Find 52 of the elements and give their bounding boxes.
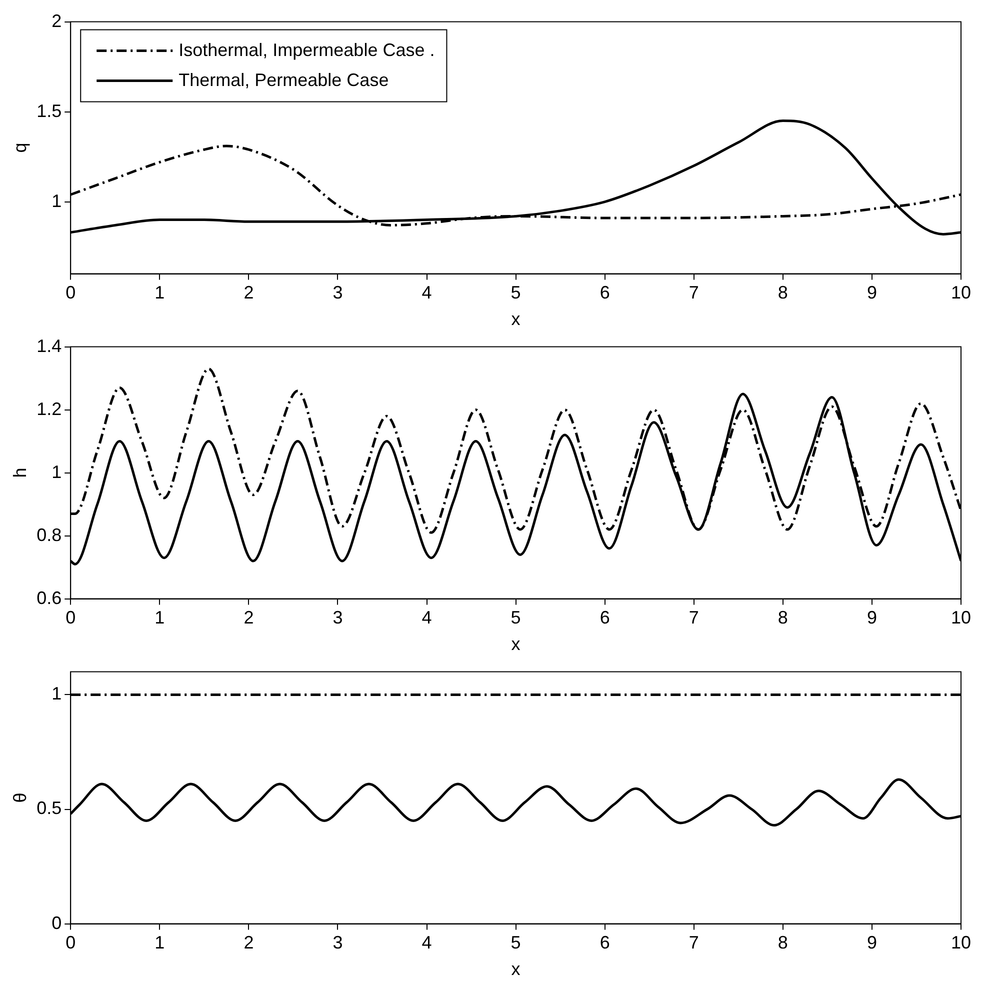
legend-label: Thermal, Permeable Case [178,70,389,90]
y-axis-title: h [10,468,30,478]
x-tick-label: 10 [950,932,972,953]
x-tick-label: 5 [510,608,521,628]
y-tick-label: 1.2 [36,398,62,419]
x-tick-label: 8 [778,932,788,953]
x-tick-label: 10 [950,608,972,628]
y-tick-label: 1 [52,684,62,704]
x-tick-label: 6 [600,932,610,953]
y-tick-label: 1.5 [36,100,62,121]
x-axis-title: x [511,634,520,654]
x-tick-label: 5 [510,932,521,953]
y-tick-label: 0 [52,912,62,933]
x-tick-label: 7 [688,932,699,953]
x-tick-label: 6 [600,608,610,628]
x-tick-label: 3 [332,282,343,303]
x-tick-label: 6 [600,282,610,303]
x-tick-label: 8 [778,282,788,303]
y-axis-title: q [10,142,30,153]
x-tick-label: 9 [866,608,877,628]
x-tick-label: 0 [66,282,76,303]
x-tick-label: 3 [332,608,343,628]
x-tick-label: 1 [154,282,165,303]
x-tick-label: 1 [154,608,165,628]
x-axis-title: x [511,309,520,330]
y-tick-label: 0.5 [36,798,62,818]
y-tick-label: 2 [52,10,62,31]
x-tick-label: 3 [332,932,343,953]
y-tick-label: 0.8 [36,524,62,545]
x-tick-label: 1 [154,932,165,953]
x-tick-label: 7 [688,608,699,628]
x-tick-label: 2 [244,932,254,953]
y-tick-label: 1.4 [36,336,62,356]
y-axis-title: θ [10,792,30,803]
x-tick-label: 7 [688,282,699,303]
x-tick-label: 2 [244,282,254,303]
x-tick-label: 5 [510,282,521,303]
x-tick-label: 9 [866,282,877,303]
x-tick-label: 0 [66,608,76,628]
y-tick-label: 0.6 [36,588,62,608]
x-tick-label: 10 [950,282,972,303]
y-tick-label: 1 [52,462,62,482]
x-tick-label: 2 [244,608,254,628]
x-tick-label: 4 [422,932,432,953]
x-tick-label: 9 [866,932,877,953]
x-tick-label: 8 [778,608,788,628]
x-tick-label: 0 [66,932,76,953]
legend-label: Isothermal, Impermeable Case . [178,40,435,60]
x-tick-label: 4 [422,282,432,303]
y-tick-label: 1 [52,190,62,211]
x-tick-label: 4 [422,608,432,628]
x-axis-title: x [511,959,520,980]
